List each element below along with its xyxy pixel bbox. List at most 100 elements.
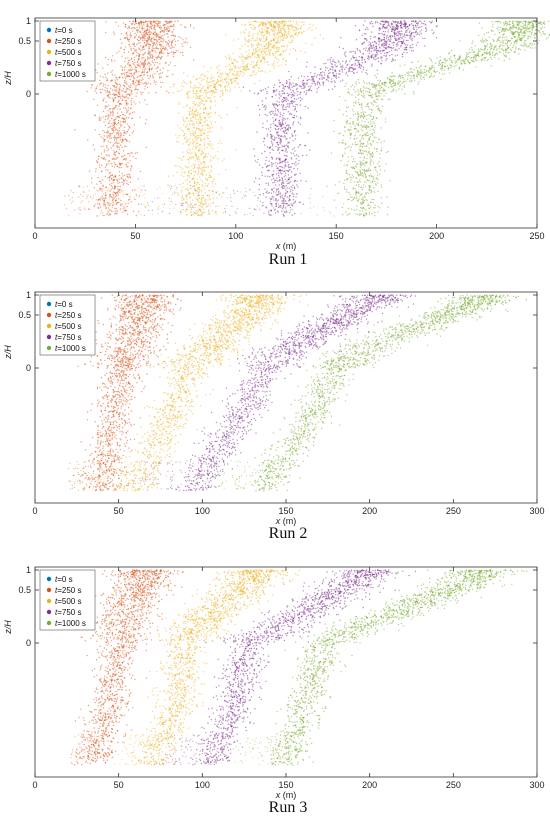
data-point bbox=[374, 207, 376, 209]
data-point bbox=[327, 77, 329, 79]
data-point bbox=[412, 91, 415, 93]
data-point bbox=[132, 21, 134, 23]
data-point bbox=[253, 208, 256, 210]
data-point bbox=[514, 20, 516, 23]
data-point bbox=[268, 63, 270, 66]
data-point bbox=[290, 189, 292, 191]
data-point bbox=[281, 45, 283, 47]
data-point bbox=[197, 207, 200, 209]
data-point bbox=[399, 85, 401, 87]
data-point bbox=[192, 113, 194, 116]
data-point bbox=[103, 140, 106, 142]
data-point bbox=[229, 194, 231, 196]
data-point bbox=[202, 212, 205, 214]
data-point bbox=[296, 84, 299, 86]
data-point bbox=[107, 189, 109, 192]
data-point bbox=[409, 30, 411, 32]
data-point bbox=[103, 199, 105, 201]
data-point bbox=[142, 53, 144, 56]
data-point bbox=[266, 120, 268, 122]
data-point bbox=[181, 212, 183, 214]
data-point bbox=[111, 199, 114, 202]
data-point bbox=[116, 165, 119, 168]
data-point bbox=[170, 43, 172, 46]
data-point bbox=[142, 46, 144, 49]
data-point bbox=[275, 56, 277, 59]
data-point bbox=[94, 205, 96, 208]
data-point bbox=[339, 63, 341, 65]
data-point bbox=[362, 24, 365, 26]
data-point bbox=[268, 21, 270, 23]
data-point bbox=[182, 182, 184, 184]
data-point bbox=[276, 109, 279, 111]
data-point bbox=[271, 188, 273, 190]
data-point bbox=[138, 187, 140, 189]
data-point bbox=[162, 40, 164, 43]
data-point bbox=[200, 179, 202, 181]
data-point bbox=[157, 208, 159, 210]
data-point bbox=[129, 75, 131, 78]
data-point bbox=[93, 205, 95, 208]
data-point bbox=[365, 33, 367, 35]
data-point bbox=[281, 170, 283, 172]
data-point bbox=[390, 38, 392, 40]
data-point bbox=[190, 113, 192, 116]
data-point bbox=[412, 26, 415, 29]
data-point bbox=[196, 178, 199, 180]
data-point bbox=[420, 75, 422, 77]
data-point bbox=[135, 87, 137, 89]
data-point bbox=[358, 98, 360, 101]
data-point bbox=[195, 156, 198, 158]
data-point bbox=[241, 45, 243, 47]
data-point bbox=[265, 196, 267, 198]
data-point bbox=[283, 100, 285, 102]
data-point bbox=[342, 66, 344, 68]
data-point bbox=[368, 47, 371, 49]
data-point bbox=[297, 90, 299, 93]
data-point bbox=[282, 97, 285, 99]
data-point bbox=[261, 29, 263, 31]
data-point bbox=[125, 99, 127, 102]
data-point bbox=[210, 159, 212, 161]
data-point bbox=[119, 132, 122, 134]
data-point bbox=[224, 55, 227, 57]
data-point bbox=[134, 89, 136, 91]
data-point bbox=[109, 190, 111, 192]
data-point bbox=[143, 27, 145, 30]
data-point bbox=[377, 205, 379, 207]
data-point bbox=[375, 137, 377, 139]
data-point bbox=[262, 36, 265, 39]
data-point bbox=[134, 37, 136, 39]
data-point bbox=[261, 50, 264, 52]
data-point bbox=[284, 175, 287, 177]
data-point bbox=[121, 190, 123, 192]
data-point bbox=[186, 183, 189, 185]
data-point bbox=[105, 193, 107, 195]
data-point bbox=[115, 199, 118, 202]
data-point bbox=[270, 123, 272, 126]
data-point bbox=[250, 75, 252, 77]
data-point bbox=[181, 159, 183, 161]
data-point bbox=[245, 50, 248, 53]
data-point bbox=[129, 20, 131, 23]
data-point bbox=[119, 123, 122, 126]
data-point bbox=[159, 31, 162, 34]
data-point bbox=[183, 175, 185, 178]
data-point bbox=[115, 198, 117, 200]
data-point bbox=[251, 37, 253, 40]
data-point bbox=[134, 152, 137, 154]
data-point bbox=[88, 170, 91, 172]
data-point bbox=[198, 189, 201, 191]
data-point bbox=[203, 141, 205, 143]
data-point bbox=[135, 199, 137, 201]
data-point bbox=[82, 195, 84, 197]
data-point bbox=[278, 91, 281, 93]
data-point bbox=[308, 78, 310, 81]
data-point bbox=[373, 147, 376, 150]
data-point bbox=[235, 212, 237, 214]
data-point bbox=[230, 197, 232, 199]
data-point bbox=[139, 42, 141, 44]
data-point bbox=[207, 199, 209, 201]
data-point bbox=[270, 140, 272, 142]
data-point bbox=[290, 186, 292, 188]
